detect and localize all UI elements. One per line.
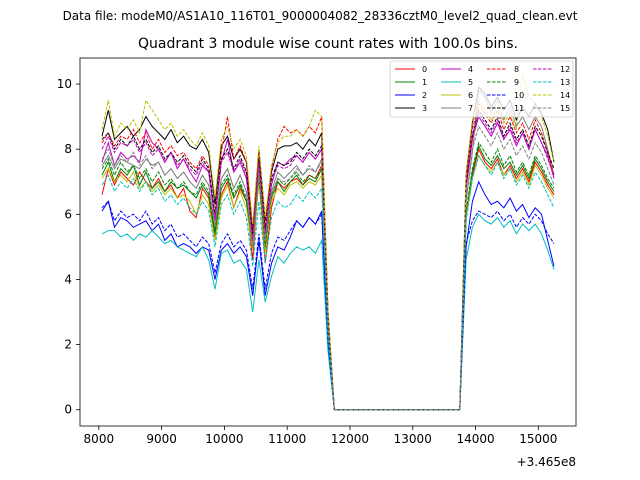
legend-label-8: 8 xyxy=(514,65,519,74)
series-line-12 xyxy=(101,112,555,411)
series-line-5 xyxy=(101,213,555,411)
legend-label-2: 2 xyxy=(422,91,427,100)
legend-label-7: 7 xyxy=(468,104,473,113)
legend-label-3: 3 xyxy=(422,104,427,113)
series-line-10 xyxy=(101,200,555,411)
series-line-6 xyxy=(101,154,555,411)
y-tick-label: 0 xyxy=(64,403,72,417)
legend-label-0: 0 xyxy=(422,65,427,74)
x-tick-label: 8000 xyxy=(84,432,115,446)
y-tick-label: 6 xyxy=(64,207,72,221)
plot-frame xyxy=(79,57,577,427)
x-tick-label: 15000 xyxy=(519,432,557,446)
legend-box xyxy=(389,60,574,118)
series-line-1 xyxy=(101,144,555,411)
legend-label-13: 13 xyxy=(560,78,570,87)
x-tick-label: 13000 xyxy=(394,432,432,446)
series-line-0 xyxy=(101,147,555,411)
legend-label-6: 6 xyxy=(468,91,473,100)
x-tick-label: 9000 xyxy=(146,432,177,446)
y-tick-label: 4 xyxy=(64,272,72,286)
legend-label-12: 12 xyxy=(560,65,570,74)
y-tick-label: 8 xyxy=(64,142,72,156)
y-tick-label: 10 xyxy=(57,77,72,91)
legend-label-4: 4 xyxy=(468,65,473,74)
x-tick-label: 10000 xyxy=(205,432,243,446)
series-line-8 xyxy=(101,102,555,411)
legend-label-11: 11 xyxy=(514,104,524,113)
legend-label-9: 9 xyxy=(514,78,519,87)
legend-label-14: 14 xyxy=(560,91,570,100)
series-line-13 xyxy=(101,154,555,411)
x-tick-label: 11000 xyxy=(268,432,306,446)
legend-label-10: 10 xyxy=(514,91,524,100)
x-tick-label: 12000 xyxy=(331,432,369,446)
legend-label-5: 5 xyxy=(468,78,473,87)
legend-label-1: 1 xyxy=(422,78,427,87)
figure-suptitle: Data file: modeM0/AS1A10_116T01_90000040… xyxy=(62,9,578,23)
x-offset-label: +3.465e8 xyxy=(517,455,576,469)
x-tick-label: 14000 xyxy=(456,432,494,446)
series-line-7 xyxy=(101,89,555,411)
chart-title: Quadrant 3 module wise count rates with … xyxy=(138,36,518,52)
series-line-15 xyxy=(101,125,555,411)
series-line-3 xyxy=(101,86,555,411)
y-tick-label: 2 xyxy=(64,338,72,352)
legend-label-15: 15 xyxy=(560,104,570,113)
